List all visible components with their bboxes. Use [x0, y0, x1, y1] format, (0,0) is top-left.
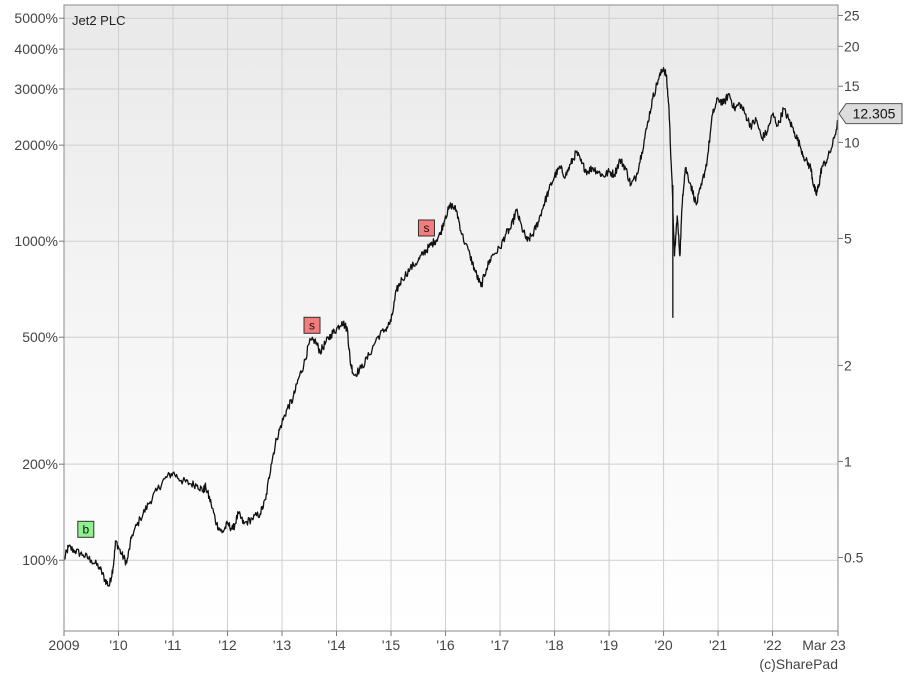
x-tick-label: '18 [545, 637, 563, 653]
x-tick-label: '20 [654, 637, 672, 653]
trade-marker-s[interactable]: s [303, 316, 321, 334]
x-tick-label: '21 [709, 637, 727, 653]
chart-title: Jet2 PLC [72, 13, 125, 28]
last-price-label: 12.305 [853, 106, 896, 122]
x-tick-label: '12 [218, 637, 236, 653]
x-tick-label: Mar 23 [802, 637, 846, 653]
x-tick-label: 2009 [48, 637, 79, 653]
y-left-tick-label: 1000% [14, 233, 58, 249]
x-tick-label: '17 [491, 637, 509, 653]
credit-label: (c)SharePad [759, 656, 838, 672]
x-tick-label: '13 [273, 637, 291, 653]
y-right-tick-label: 0.5 [844, 549, 864, 565]
trade-marker-s[interactable]: s [417, 219, 435, 237]
plot-border [63, 4, 839, 632]
trade-marker-box [303, 316, 321, 334]
y-left-tick-label: 2000% [14, 137, 58, 153]
trade-marker-box [77, 520, 95, 538]
y-right-tick-label: 5 [844, 230, 852, 246]
x-tick-label: '10 [109, 637, 127, 653]
series-layer [63, 66, 839, 587]
x-tick-label: '11 [164, 637, 181, 653]
x-tick-label: '14 [327, 637, 345, 653]
trade-marker-label: b [82, 522, 89, 536]
y-left-tick-label: 5000% [14, 10, 58, 26]
y-left-tick-label: 4000% [14, 41, 58, 57]
x-tick-label: '19 [600, 637, 618, 653]
last-price-tag: 12.305 [838, 103, 903, 125]
y-left-tick-label: 200% [22, 456, 58, 472]
y-right-tick-label: 20 [844, 38, 860, 54]
y-right-tick-label: 10 [844, 134, 860, 150]
trade-markers: b s s [77, 219, 435, 538]
left-axis: 100% 200% 500% 1000% 2000% 3000% 4000% 5000% [14, 10, 64, 568]
x-tick-label: '15 [382, 637, 400, 653]
y-right-tick-label: 25 [844, 7, 860, 23]
trade-marker-label: s [423, 221, 429, 235]
trade-marker-b[interactable]: b [77, 520, 95, 538]
price-series-line [63, 66, 839, 587]
y-left-tick-label: 100% [22, 552, 58, 568]
trade-marker-label: s [309, 318, 315, 332]
y-left-tick-label: 500% [22, 329, 58, 345]
trade-marker-box [417, 219, 435, 237]
x-axis: 2009 '10 '11 '12 '13 '14 '15 '16 '17 '18 '19 '20 '21… [48, 631, 846, 653]
plot-area [64, 5, 838, 631]
x-tick-label: '16 [436, 637, 454, 653]
y-right-tick-label: 2 [844, 357, 852, 373]
y-right-tick-label: 15 [844, 78, 860, 94]
y-left-tick-label: 3000% [14, 81, 58, 97]
y-right-tick-label: 1 [844, 453, 852, 469]
last-price-tag-box [838, 103, 903, 125]
x-tick-label: '22 [763, 637, 781, 653]
